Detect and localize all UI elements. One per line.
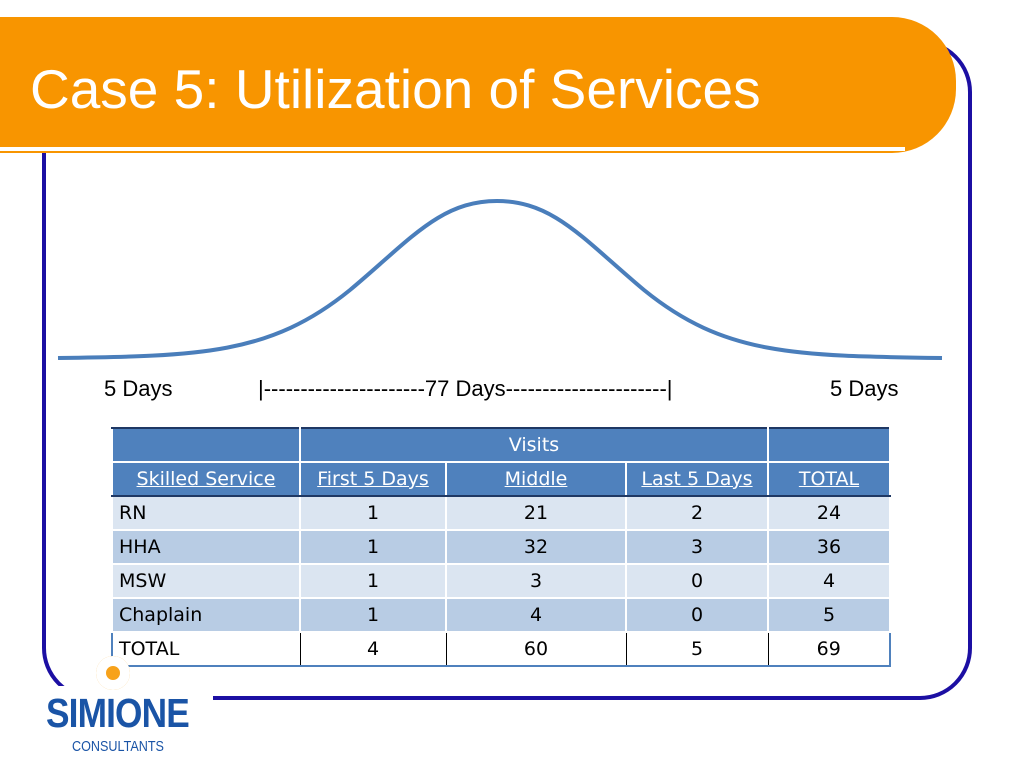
table-row: Chaplain 1 4 0 5 (111, 597, 891, 633)
timeline-start-label: 5 Days (104, 376, 173, 401)
table-cell: 24 (767, 495, 891, 531)
table-total-row: TOTAL 4 60 5 69 (111, 631, 891, 667)
table-cell: 5 (767, 597, 891, 633)
visits-group-header: Visits (299, 427, 769, 463)
title-underline (0, 147, 905, 151)
table-cell: 3 (445, 563, 627, 599)
table-cell: 4 (767, 563, 891, 599)
title-bar: Case 5: Utilization of Services (0, 17, 956, 153)
logo-name: SIMIONE (46, 690, 190, 736)
column-header: Last 5 Days (625, 461, 769, 497)
logo-subtitle: CONSULTANTS (72, 738, 164, 755)
column-header: Middle (445, 461, 627, 497)
table-row: HHA 1 32 3 36 (111, 529, 891, 565)
logo-area (38, 686, 213, 768)
table-cell: 1 (299, 495, 447, 531)
table-row: MSW 1 3 0 4 (111, 563, 891, 599)
table-cell: 0 (625, 563, 769, 599)
table-cell: Chaplain (111, 597, 301, 633)
bell-curve-line (57, 198, 943, 360)
table-cell: 1 (299, 529, 447, 565)
table-cell: RN (111, 495, 301, 531)
table-cell: 60 (445, 631, 627, 667)
table-header-blank (767, 427, 891, 463)
table-cell: 3 (625, 529, 769, 565)
timeline-end-label: 5 Days (830, 376, 899, 401)
table-cell: 4 (445, 597, 627, 633)
table-cell: 2 (625, 495, 769, 531)
table-cell: 32 (445, 529, 627, 565)
table-cell: 4 (299, 631, 447, 667)
table-cell: TOTAL (111, 631, 301, 667)
column-header: First 5 Days (299, 461, 447, 497)
column-header: Skilled Service (111, 461, 301, 497)
table-row: RN 1 21 2 24 (111, 495, 891, 531)
table-cell: MSW (111, 563, 301, 599)
table-cell: 0 (625, 597, 769, 633)
table-cell: 1 (299, 597, 447, 633)
table-group-header-row: Visits (111, 427, 891, 463)
column-header: TOTAL (767, 461, 891, 497)
table-cell: 21 (445, 495, 627, 531)
slide-title: Case 5: Utilization of Services (30, 58, 761, 120)
table-cell: 36 (767, 529, 891, 565)
table-cell: 69 (767, 631, 891, 667)
table-cell: 1 (299, 563, 447, 599)
table-cell: 5 (625, 631, 769, 667)
table-column-header-row: Skilled Service First 5 Days Middle Last… (111, 461, 891, 497)
visits-table: Visits Skilled Service First 5 Days Midd… (111, 427, 891, 667)
table-cell: HHA (111, 529, 301, 565)
table-header-blank (111, 427, 301, 463)
simione-logo-icon (96, 656, 130, 690)
timeline-middle-label: |----------------------77 Days----------… (258, 376, 673, 401)
